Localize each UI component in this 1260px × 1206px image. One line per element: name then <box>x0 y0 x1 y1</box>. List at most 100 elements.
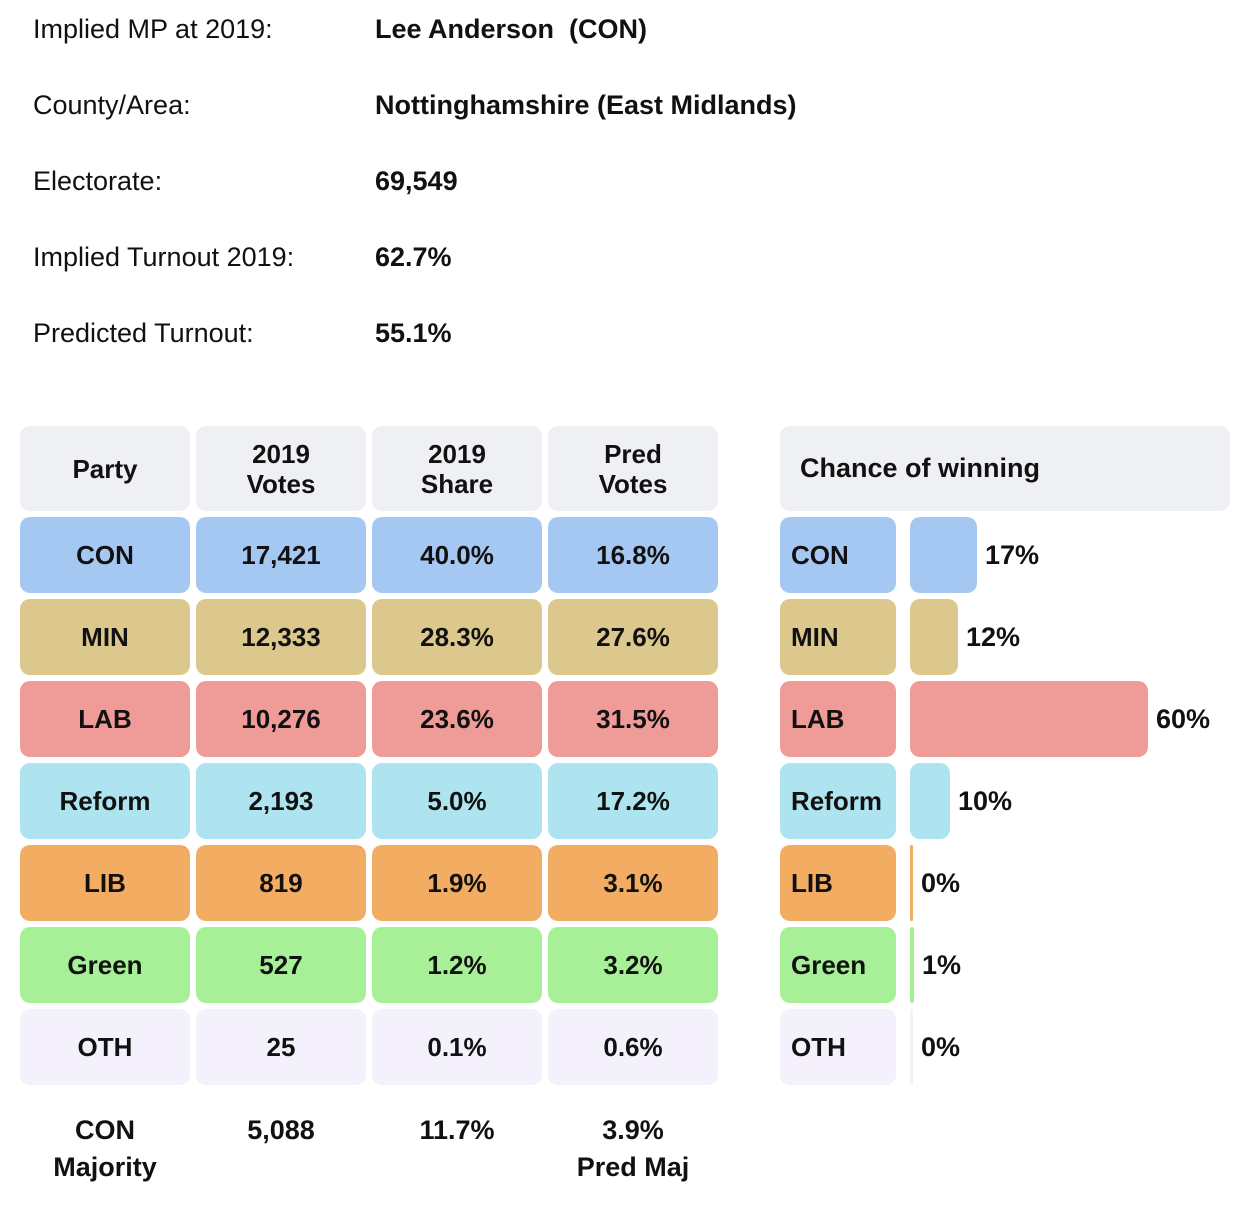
pred-votes-cell-lib: 3.1% <box>548 845 718 921</box>
votes-2019-cell-reform: 2,193 <box>196 763 366 839</box>
share-2019-cell-reform: 5.0% <box>372 763 542 839</box>
party-cell-min: MIN <box>20 599 190 675</box>
pred-votes-cell-min: 27.6% <box>548 599 718 675</box>
chance-party-label-lab: LAB <box>780 681 896 757</box>
votes-2019-cell-min: 12,333 <box>196 599 366 675</box>
chance-party-label-reform: Reform <box>780 763 896 839</box>
majority-share: 11.7% <box>419 1115 495 1145</box>
votes-2019-cell-green: 527 <box>196 927 366 1003</box>
chance-bar-lib <box>910 845 913 921</box>
implied-turnout-label: Implied Turnout 2019: <box>33 242 295 272</box>
predicted-turnout-value: 55.1% <box>375 318 452 348</box>
majority-share-cell: 11.7% <box>372 1112 542 1186</box>
chance-barwrap-lib: 0% <box>910 845 960 921</box>
pred-majority-label: Pred Maj <box>576 1152 690 1182</box>
pred-votes-cell-oth: 0.6% <box>548 1009 718 1085</box>
chance-barwrap-reform: 10% <box>910 763 1012 839</box>
chance-barwrap-con: 17% <box>910 517 1039 593</box>
column-header-pred-votes: Pred Votes <box>548 426 718 511</box>
column-header-party: Party <box>20 426 190 511</box>
pred-votes-cell-green: 3.2% <box>548 927 718 1003</box>
pred-majority-cell: 3.9% Pred Maj <box>548 1112 718 1186</box>
chance-of-winning-title: Chance of winning <box>780 426 1230 511</box>
chance-row-lib: LIB 0% <box>780 845 1240 921</box>
party-cell-green: Green <box>20 927 190 1003</box>
column-header-2019-votes-line1: 2019 <box>252 438 310 469</box>
majority-votes: 5,088 <box>247 1115 315 1145</box>
party-cell-lib: LIB <box>20 845 190 921</box>
share-2019-cell-lib: 1.9% <box>372 845 542 921</box>
pred-votes-cell-lab: 31.5% <box>548 681 718 757</box>
electorate-value: 69,549 <box>375 166 458 196</box>
column-header-2019-share: 2019 Share <box>372 426 542 511</box>
share-2019-cell-lab: 23.6% <box>372 681 542 757</box>
votes-2019-cell-lab: 10,276 <box>196 681 366 757</box>
column-header-pred-votes-line2: Votes <box>598 468 668 499</box>
chance-row-min: MIN 12% <box>780 599 1240 675</box>
share-2019-cell-oth: 0.1% <box>372 1009 542 1085</box>
party-cell-oth: OTH <box>20 1009 190 1085</box>
party-cell-con: CON <box>20 517 190 593</box>
chance-row-oth: OTH 0% <box>780 1009 1240 1085</box>
info-row-implied-mp: Implied MP at 2019: Lee Anderson (CON) <box>33 14 1260 90</box>
column-header-2019-share-line1: 2019 <box>428 438 486 469</box>
chance-party-label-con: CON <box>780 517 896 593</box>
main-content: Party 2019 Votes 2019 Share Pred Votes C… <box>20 426 1260 1085</box>
chance-of-winning-panel: Chance of winning CON 17% MIN 12% LAB 60… <box>780 426 1240 1085</box>
chance-party-label-lib: LIB <box>780 845 896 921</box>
share-2019-cell-min: 28.3% <box>372 599 542 675</box>
chance-pct-lib: 0% <box>921 867 961 898</box>
chance-bar-min <box>910 599 958 675</box>
info-row-county-area: County/Area: Nottinghamshire (East Midla… <box>33 90 1260 166</box>
chance-pct-con: 17% <box>985 539 1040 570</box>
pred-majority-value: 3.9% <box>602 1115 664 1145</box>
pred-votes-cell-con: 16.8% <box>548 517 718 593</box>
pred-votes-cell-reform: 17.2% <box>548 763 718 839</box>
results-table: Party 2019 Votes 2019 Share Pred Votes C… <box>20 426 718 1085</box>
implied-mp-value: Lee Anderson (CON) <box>375 14 648 44</box>
chance-row-green: Green 1% <box>780 927 1240 1003</box>
majority-party: CON <box>75 1115 135 1145</box>
votes-2019-cell-lib: 819 <box>196 845 366 921</box>
share-2019-cell-green: 1.2% <box>372 927 542 1003</box>
column-header-2019-votes: 2019 Votes <box>196 426 366 511</box>
chance-bar-con <box>910 517 977 593</box>
chance-pct-reform: 10% <box>958 785 1013 816</box>
chance-bar-lab <box>910 681 1148 757</box>
chance-barwrap-min: 12% <box>910 599 1020 675</box>
votes-2019-cell-oth: 25 <box>196 1009 366 1085</box>
chance-row-reform: Reform 10% <box>780 763 1240 839</box>
column-header-2019-votes-line2: Votes <box>246 468 316 499</box>
info-row-electorate: Electorate: 69,549 <box>33 166 1260 242</box>
chance-pct-green: 1% <box>922 949 962 980</box>
chance-party-label-green: Green <box>780 927 896 1003</box>
predicted-turnout-label: Predicted Turnout: <box>33 318 254 348</box>
chance-pct-lab: 60% <box>1156 703 1211 734</box>
votes-2019-cell-con: 17,421 <box>196 517 366 593</box>
info-row-implied-turnout: Implied Turnout 2019: 62.7% <box>33 242 1260 318</box>
implied-mp-label: Implied MP at 2019: <box>33 14 273 44</box>
chance-bar-green <box>910 927 914 1003</box>
implied-turnout-value: 62.7% <box>375 242 452 272</box>
chance-bar-reform <box>910 763 950 839</box>
majority-footer-row: CON Majority 5,088 11.7% 3.9% Pred Maj <box>20 1112 718 1186</box>
info-row-predicted-turnout: Predicted Turnout: 55.1% <box>33 318 1260 394</box>
chance-pct-oth: 0% <box>921 1031 961 1062</box>
share-2019-cell-con: 40.0% <box>372 517 542 593</box>
chance-party-label-oth: OTH <box>780 1009 896 1085</box>
column-header-pred-votes-line1: Pred <box>604 438 662 469</box>
majority-word: Majority <box>53 1152 157 1182</box>
column-header-2019-share-line2: Share <box>420 468 494 499</box>
chance-bar-oth <box>910 1009 913 1085</box>
majority-votes-cell: 5,088 <box>196 1112 366 1186</box>
chance-barwrap-green: 1% <box>910 927 961 1003</box>
party-cell-reform: Reform <box>20 763 190 839</box>
chance-barwrap-oth: 0% <box>910 1009 960 1085</box>
party-cell-lab: LAB <box>20 681 190 757</box>
chance-pct-min: 12% <box>966 621 1021 652</box>
chance-row-lab: LAB 60% <box>780 681 1240 757</box>
majority-party-cell: CON Majority <box>20 1112 190 1186</box>
chance-row-con: CON 17% <box>780 517 1240 593</box>
chance-party-label-min: MIN <box>780 599 896 675</box>
county-area-value: Nottinghamshire (East Midlands) <box>375 90 797 120</box>
